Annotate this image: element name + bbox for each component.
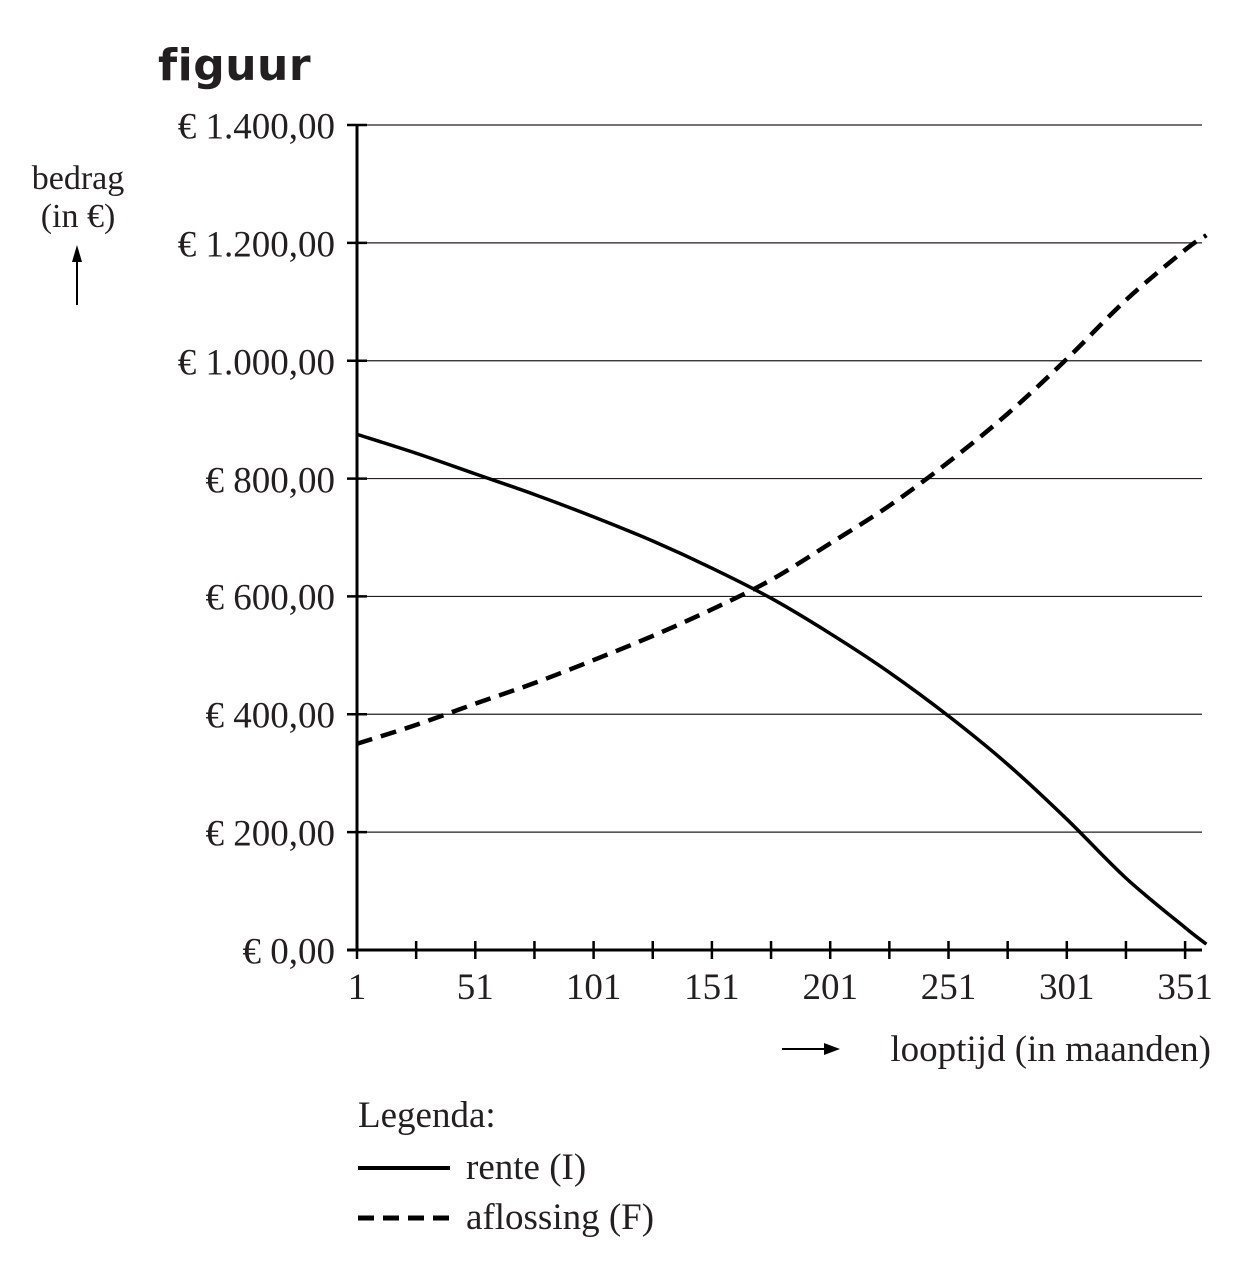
gridlines [357,124,1202,833]
axes [347,123,1202,959]
y-tick-label: € 200,00 [205,813,336,855]
y-tick-label: € 1.000,00 [177,342,335,384]
x-tick-label: 101 [565,967,622,1008]
legend-title: Legenda: [358,1095,496,1136]
figure-title: figuur [158,40,312,91]
x-tick-label: 51 [456,967,494,1008]
y-tick-label: € 400,00 [205,695,336,737]
x-tick-label: 201 [802,967,858,1008]
dashed-line-icon [358,1215,450,1220]
legend-label-rente: rente (I) [466,1147,587,1188]
y-arrow-icon [72,245,82,305]
solid-line-icon [358,1165,450,1170]
legend-item-aflossing: aflossing (F) [358,1196,654,1239]
y-tick-label: € 0,00 [242,931,336,973]
y-tick-label: € 1.400,00 [177,106,335,148]
rente-line [356,432,1208,946]
legend-item-rente: rente (I) [358,1146,586,1189]
x-arrow-icon [782,1043,840,1055]
x-tick-label: 1 [347,967,367,1008]
y-axis-label: bedrag (in €) [14,160,142,236]
y-axis-label-line1: bedrag [31,160,125,197]
x-tick-label: 251 [920,967,977,1008]
y-tick-label: € 600,00 [205,577,336,619]
aflossing-line [356,233,1208,746]
x-tick-label: 151 [684,967,740,1008]
x-axis-label: looptijd (in maanden) [890,1029,1211,1070]
y-tick-label: € 800,00 [205,460,336,502]
y-axis-label-line2: (in €) [40,198,116,235]
legend-label-aflossing: aflossing (F) [466,1197,655,1238]
x-tick-label: 351 [1157,967,1213,1008]
x-tick-label: 301 [1039,967,1095,1008]
y-tick-label: € 1.200,00 [177,224,335,266]
